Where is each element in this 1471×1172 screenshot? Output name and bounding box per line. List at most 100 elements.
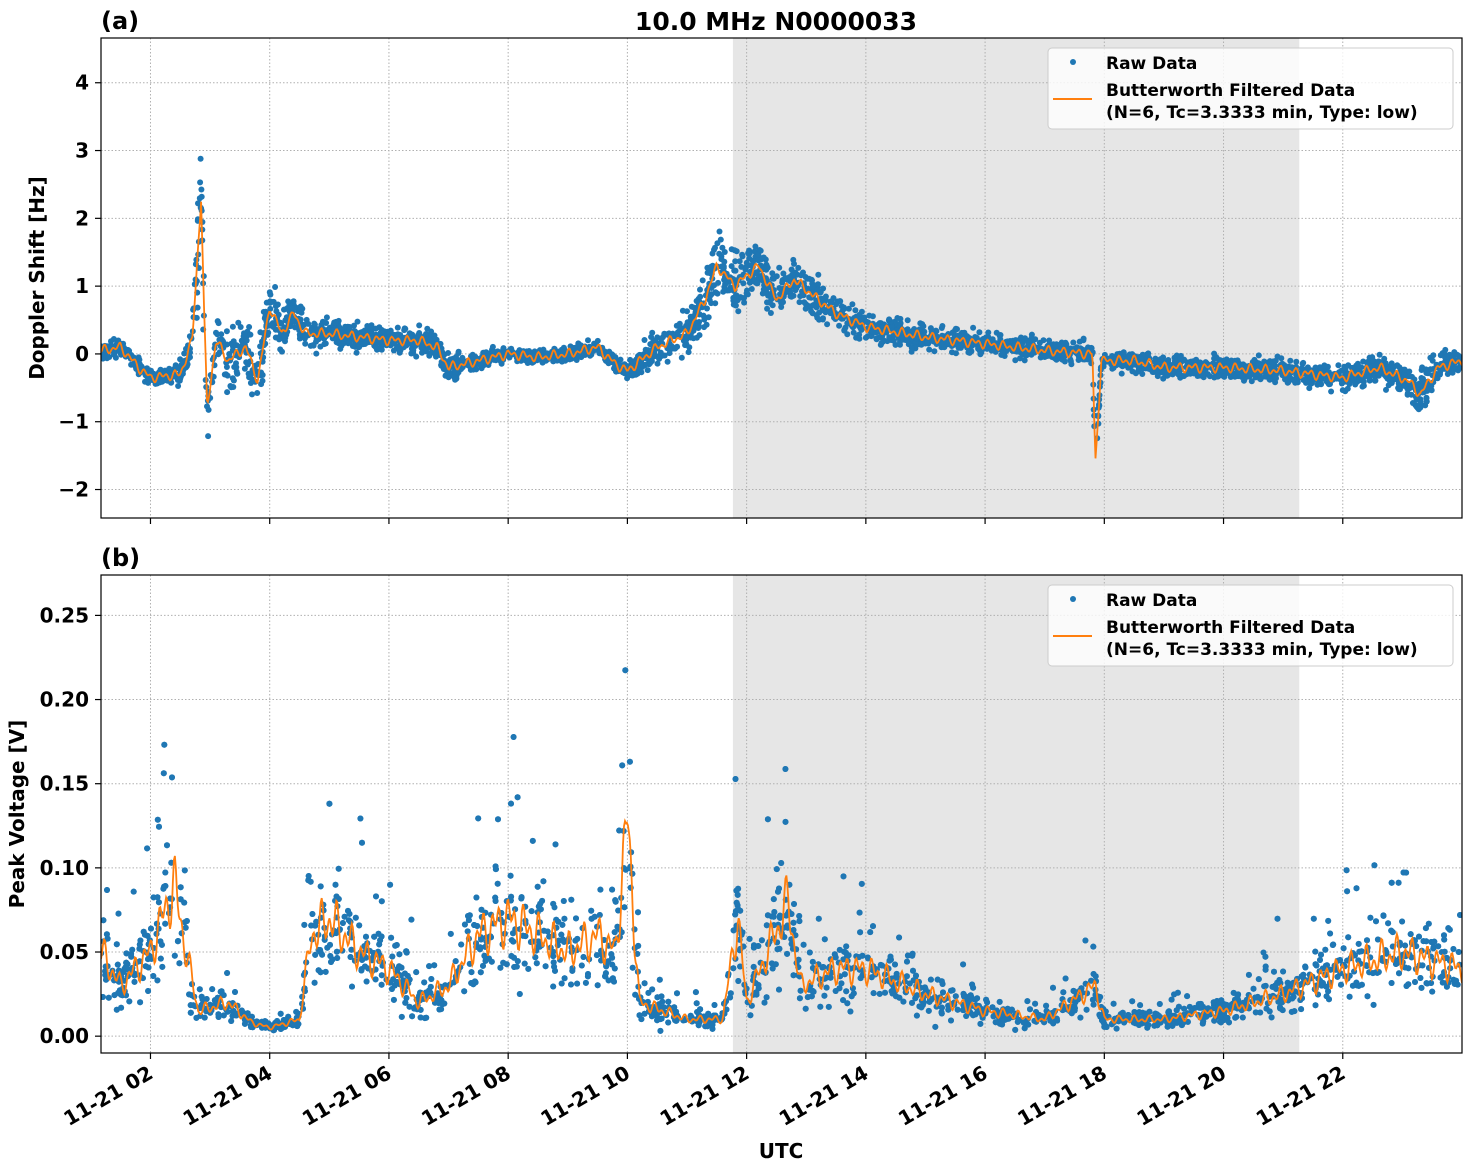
raw-point	[272, 284, 279, 290]
raw-point	[272, 326, 279, 333]
raw-point	[686, 344, 693, 351]
raw-point	[1454, 351, 1461, 358]
raw-point	[1121, 362, 1128, 369]
raw-point	[645, 347, 652, 354]
raw-point	[1177, 355, 1184, 362]
raw-point	[814, 314, 821, 321]
raw-point	[730, 297, 737, 304]
raw-point	[1343, 369, 1350, 376]
raw-point	[1219, 367, 1226, 374]
raw-point	[1364, 359, 1370, 366]
raw-point	[1352, 381, 1359, 388]
raw-point	[166, 368, 173, 375]
raw-point	[354, 318, 361, 325]
raw-point	[310, 342, 317, 349]
raw-point	[865, 319, 872, 326]
raw-point	[1359, 377, 1366, 384]
raw-point	[268, 322, 275, 329]
raw-point	[362, 340, 369, 347]
raw-point	[223, 328, 230, 335]
raw-point	[1401, 366, 1408, 373]
raw-point	[455, 348, 462, 355]
raw-point	[824, 321, 831, 328]
raw-point	[675, 329, 681, 336]
raw-point	[1145, 365, 1152, 372]
raw-point	[1383, 386, 1389, 393]
raw-point	[416, 322, 423, 329]
raw-point	[1328, 388, 1335, 395]
raw-point	[678, 325, 685, 332]
raw-point	[1422, 366, 1429, 373]
raw-point	[796, 299, 803, 306]
legend-label-raw: Raw Data	[1106, 54, 1197, 74]
raw-point	[489, 343, 496, 350]
raw-point	[187, 354, 193, 361]
raw-point	[177, 356, 184, 363]
raw-point	[247, 331, 254, 338]
raw-point	[228, 384, 235, 391]
raw-point	[237, 324, 244, 330]
raw-point	[1375, 358, 1382, 365]
raw-point	[1415, 406, 1422, 413]
raw-point	[1424, 387, 1431, 394]
raw-point	[508, 345, 515, 352]
raw-point	[801, 299, 808, 306]
raw-point	[1070, 339, 1077, 346]
raw-point	[997, 332, 1004, 338]
raw-point	[788, 293, 795, 300]
raw-point	[267, 291, 274, 298]
raw-point	[321, 319, 328, 326]
raw-point	[897, 341, 903, 348]
raw-point	[1416, 380, 1423, 387]
raw-point	[629, 372, 636, 379]
raw-point	[741, 295, 747, 301]
raw-point	[432, 351, 439, 358]
raw-point	[1157, 356, 1164, 363]
raw-point	[285, 304, 291, 311]
raw-point	[394, 331, 401, 338]
raw-point	[704, 269, 711, 276]
raw-point	[769, 270, 776, 277]
raw-point	[596, 350, 603, 357]
raw-point	[731, 267, 738, 274]
raw-point	[970, 324, 977, 331]
raw-point	[230, 377, 237, 384]
raw-point	[923, 339, 930, 346]
raw-point	[705, 314, 712, 321]
raw-point	[1184, 370, 1191, 377]
raw-point	[1046, 337, 1053, 344]
raw-point	[1046, 352, 1053, 359]
raw-point	[641, 337, 648, 343]
raw-point	[711, 282, 718, 289]
raw-point	[735, 308, 742, 315]
raw-point	[372, 325, 379, 332]
raw-point	[869, 328, 876, 335]
raw-point	[247, 380, 254, 386]
raw-point	[1457, 364, 1462, 371]
y-tick-label: 2	[75, 206, 89, 230]
raw-point	[1214, 355, 1220, 362]
raw-point	[175, 375, 182, 382]
y-tick-label: 0.25	[40, 603, 89, 627]
raw-point	[193, 314, 200, 321]
raw-point	[406, 330, 413, 337]
raw-point	[999, 350, 1006, 357]
raw-point	[966, 349, 973, 356]
raw-point	[648, 334, 655, 340]
raw-point	[973, 334, 980, 341]
y-tick-label: 3	[75, 139, 89, 163]
raw-point	[391, 340, 398, 347]
raw-point	[712, 300, 719, 307]
raw-point	[942, 333, 949, 340]
raw-point	[1338, 380, 1345, 387]
raw-point	[1211, 350, 1218, 357]
raw-point	[1234, 361, 1240, 367]
raw-point	[757, 247, 764, 254]
raw-point	[708, 263, 715, 270]
raw-point	[635, 367, 642, 374]
raw-point	[302, 340, 309, 347]
raw-point	[852, 307, 859, 314]
raw-point	[1021, 357, 1028, 364]
raw-point	[281, 333, 288, 339]
axes-frame	[100, 37, 1463, 519]
